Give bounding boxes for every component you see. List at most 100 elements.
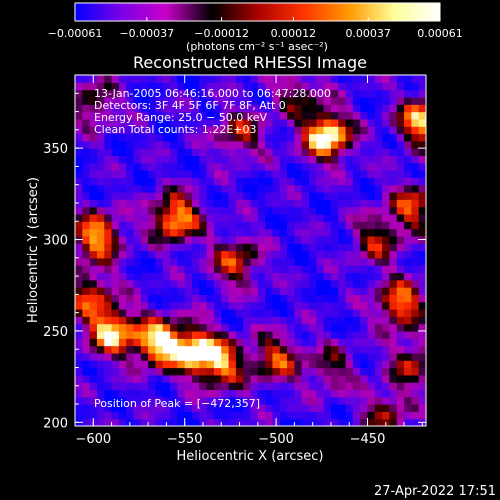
heatmap-cell [199, 309, 208, 317]
heatmap-cell [177, 82, 186, 91]
heatmap-cell [96, 309, 105, 317]
heatmap-cell [213, 89, 222, 98]
heatmap-cell [111, 265, 120, 274]
y-tick-label: 300 [43, 234, 68, 249]
heatmap-cell [184, 287, 193, 295]
heatmap-cell [323, 338, 332, 347]
heatmap-cell [257, 272, 266, 281]
heatmap-cell [82, 104, 91, 113]
heatmap-cell [352, 155, 361, 164]
heatmap-cell [345, 279, 354, 288]
heatmap-cell [316, 265, 325, 274]
heatmap-cell [243, 360, 252, 369]
heatmap-cell [309, 382, 317, 391]
heatmap-cell [228, 411, 237, 420]
heatmap-cell [418, 257, 426, 266]
heatmap-cell [206, 279, 215, 288]
heatmap-cell [287, 89, 295, 98]
heatmap-cell [287, 155, 295, 164]
heatmap-cell [374, 294, 383, 303]
heatmap-cell [155, 382, 164, 391]
heatmap-cell [177, 279, 186, 288]
heatmap-cell [235, 192, 244, 200]
heatmap-cell [389, 243, 398, 252]
colorbar-tick-label: 0.00037 [345, 27, 391, 40]
heatmap-cell [418, 184, 426, 193]
heatmap-cell [89, 155, 98, 164]
heatmap-cell [360, 367, 369, 376]
heatmap-cell [104, 294, 113, 303]
heatmap-cell [250, 228, 259, 237]
heatmap-cell [323, 177, 332, 186]
heatmap-cell [82, 228, 91, 237]
heatmap-cell [382, 382, 391, 391]
heatmap-cell [382, 279, 391, 288]
heatmap-cell [96, 96, 105, 105]
heatmap-cell [235, 75, 244, 83]
heatmap-cell [206, 235, 215, 244]
heatmap-cell [265, 389, 274, 398]
heatmap-cell [309, 345, 317, 354]
heatmap-cell [411, 382, 420, 391]
heatmap-cell [389, 170, 398, 178]
heatmap-cell [228, 184, 237, 193]
heatmap-cell [133, 265, 142, 274]
heatmap-cell [118, 330, 127, 339]
heatmap-cell [133, 177, 142, 186]
heatmap-cell [206, 82, 215, 91]
heatmap-cell [323, 367, 332, 376]
heatmap-cell [148, 192, 157, 200]
heatmap-cell [301, 104, 310, 113]
heatmap-cell [126, 316, 135, 325]
heatmap-cell [155, 111, 164, 120]
heatmap-cell [338, 382, 347, 391]
heatmap-cell [170, 287, 178, 295]
heatmap-cell [265, 294, 274, 303]
heatmap-cell [133, 155, 142, 164]
heatmap-cell [389, 330, 398, 339]
heatmap-cell [272, 338, 281, 347]
heatmap-cell [330, 309, 339, 317]
heatmap-cell [265, 323, 274, 332]
heatmap-cell [75, 82, 83, 91]
heatmap-cell [235, 170, 244, 178]
heatmap-cell [367, 82, 376, 91]
heatmap-cell [301, 279, 310, 288]
heatmap-cell [352, 170, 361, 178]
heatmap-cell [279, 170, 288, 178]
heatmap-cell [265, 309, 274, 317]
heatmap-cell [389, 199, 398, 208]
heatmap-cell [323, 170, 332, 178]
heatmap-cell [250, 148, 259, 157]
heatmap-cell [367, 140, 376, 149]
heatmap-cell [301, 294, 310, 303]
heatmap-cell [126, 338, 135, 347]
heatmap-cell [118, 287, 127, 295]
heatmap-cell [250, 404, 259, 412]
heatmap-cell [89, 221, 98, 230]
heatmap-cell [155, 75, 164, 83]
heatmap-cell [404, 75, 412, 83]
heatmap-cell [155, 199, 164, 208]
heatmap-cell [140, 287, 149, 295]
heatmap-cell [243, 140, 252, 149]
heatmap-cell [192, 294, 200, 303]
heatmap-cell [352, 279, 361, 288]
heatmap-cell [338, 162, 347, 171]
heatmap-cell [170, 250, 178, 259]
heatmap-cell [330, 272, 339, 281]
heatmap-cell [221, 360, 230, 369]
heatmap-cell [360, 272, 369, 281]
heatmap-cell [382, 126, 391, 135]
heatmap-cell [257, 162, 266, 171]
heatmap-cell [243, 345, 252, 354]
heatmap-cell [360, 192, 369, 200]
heatmap-cell [294, 294, 303, 303]
heatmap-cell [104, 287, 113, 295]
heatmap-cell [170, 309, 178, 317]
heatmap-cell [140, 82, 149, 91]
heatmap-cell [126, 133, 135, 142]
heatmap-cell [75, 184, 83, 193]
heatmap-cell [389, 118, 398, 127]
heatmap-cell [126, 389, 135, 398]
